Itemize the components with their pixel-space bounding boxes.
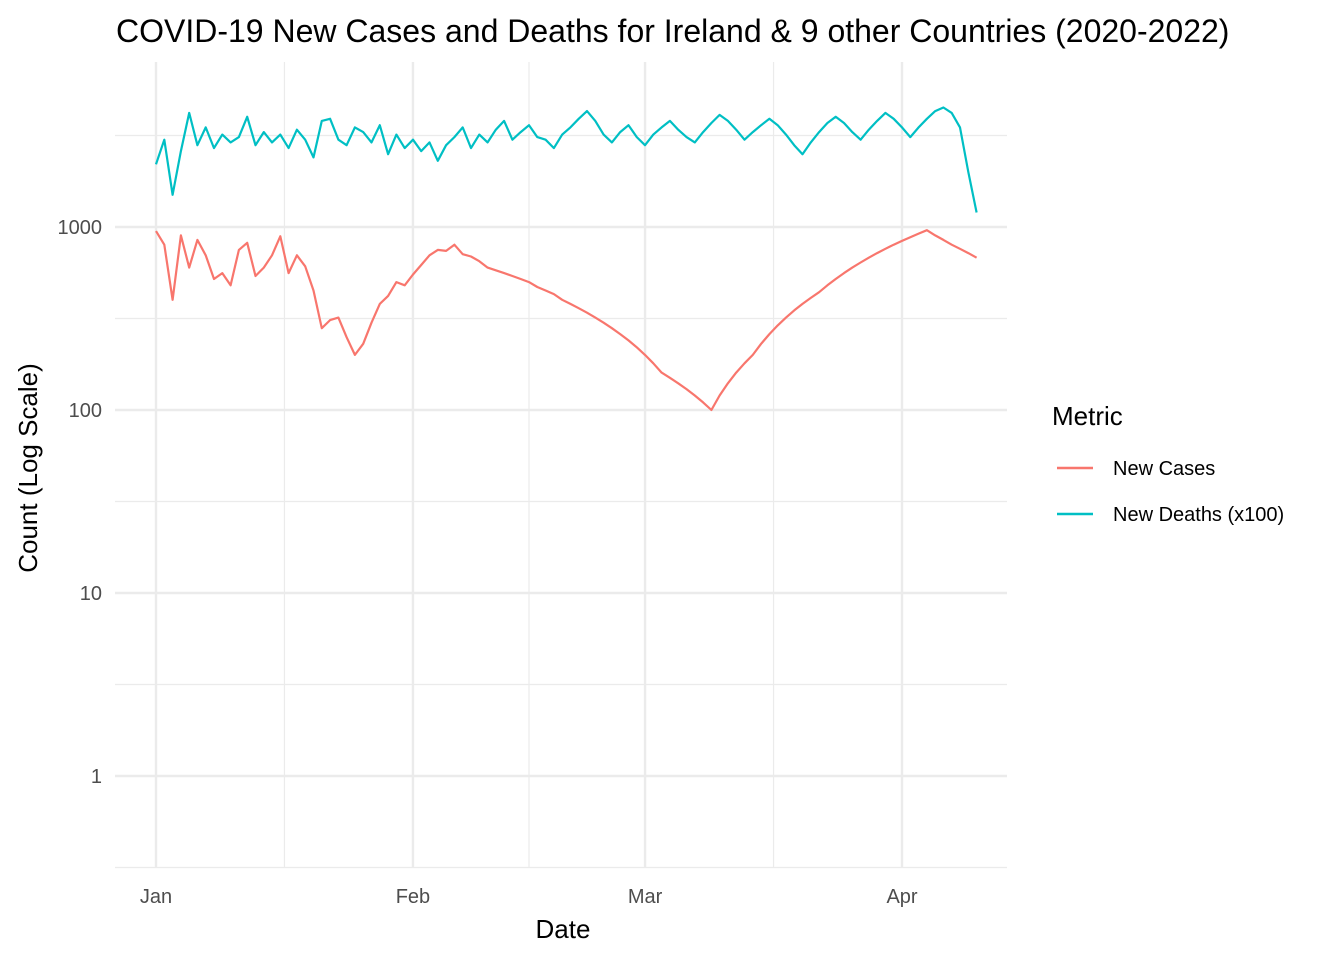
grid [115,62,1007,869]
y-tick-label: 10 [80,583,102,605]
y-tick-labels: 1 10 100 1000 [58,217,103,788]
x-tick-label: Jan [140,886,172,908]
x-tick-label: Mar [628,886,663,908]
y-tick-label: 100 [69,400,102,422]
chart-title: COVID-19 New Cases and Deaths for Irelan… [116,13,1229,49]
x-axis-title: Date [536,914,591,944]
y-tick-label: 1 [91,766,102,788]
x-tick-labels: Jan Feb Mar Apr [140,886,918,908]
x-tick-label: Apr [886,886,917,908]
x-tick-label: Feb [396,886,430,908]
series-line-new-cases [155,229,978,412]
y-tick-label: 1000 [58,217,103,239]
series-layer [154,106,978,412]
series-line-new-deaths [154,106,978,213]
legend: Metric New Cases New Deaths (x100) [1052,401,1284,526]
y-axis-title: Count (Log Scale) [13,363,43,573]
legend-label: New Cases [1113,458,1215,480]
legend-title: Metric [1052,401,1123,431]
legend-label: New Deaths (x100) [1113,504,1284,526]
